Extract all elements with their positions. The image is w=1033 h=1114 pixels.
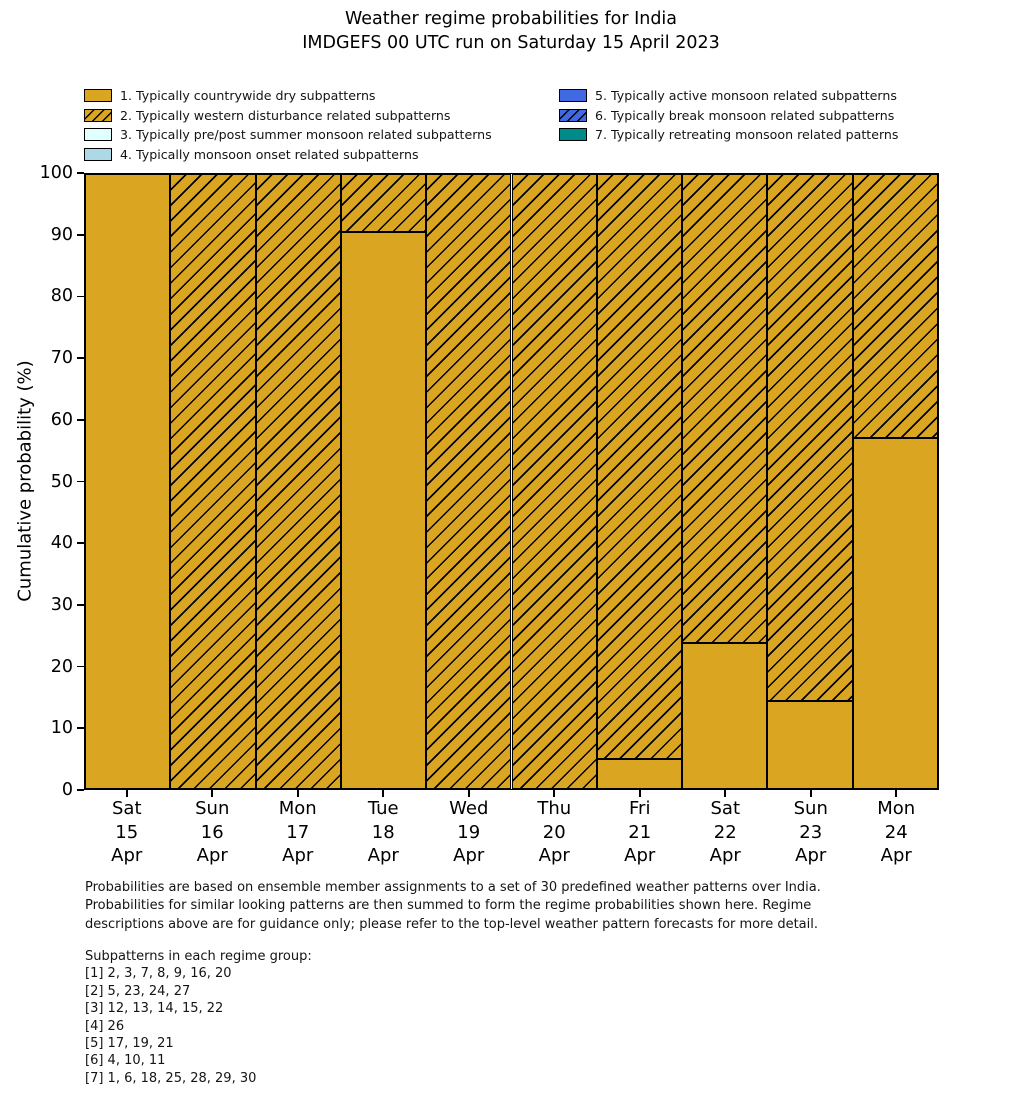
y-tick-label-90: 90 xyxy=(50,224,73,245)
chart-title-line2: IMDGEFS 00 UTC run on Saturday 15 April … xyxy=(302,33,720,53)
footer-note: Probabilities are based on ensemble memb… xyxy=(85,879,821,934)
bar-thu-20-apr-regime-2 xyxy=(511,174,597,789)
bar-mon-24-apr-regime-1 xyxy=(852,437,938,789)
y-tick-label-20: 20 xyxy=(50,656,73,677)
legend-item-2: 2. Typically western disturbance related… xyxy=(84,106,492,126)
bar-mon-24-apr-regime-2 xyxy=(852,174,938,438)
bar-tue-18-apr-regime-2 xyxy=(340,174,427,233)
y-tick-mark-50 xyxy=(77,480,84,483)
legend-item-7: 7. Typically retreating monsoon related … xyxy=(559,125,898,145)
bar-sun-16-apr-regime-2 xyxy=(170,174,256,789)
y-tick-label-10: 10 xyxy=(50,718,73,739)
legend-label-5: 5. Typically active monsoon related subp… xyxy=(595,88,897,104)
y-tick-label-80: 80 xyxy=(50,286,73,307)
footer-line-3: descriptions above are for guidance only… xyxy=(85,916,818,932)
x-tick-label-fri-21-apr: Fri 21 Apr xyxy=(624,798,656,866)
subpatterns-line-4: [4] 26 xyxy=(85,1018,125,1034)
legend-label-2: 2. Typically western disturbance related… xyxy=(120,107,451,123)
legend-label-7: 7. Typically retreating monsoon related … xyxy=(595,127,899,143)
bar-fri-21-apr-regime-1 xyxy=(596,759,683,789)
legend-label-1: 1. Typically countrywide dry subpatterns xyxy=(120,88,376,104)
y-tick-mark-80 xyxy=(77,295,84,298)
legend-swatch-6 xyxy=(559,108,587,122)
subpatterns-list: Subpatterns in each regime group: [1] 2,… xyxy=(85,948,312,1087)
bar-sat-22-apr-regime-2 xyxy=(682,174,768,643)
legend-swatch-5 xyxy=(559,89,587,103)
x-tick-label-thu-20-apr: Thu 20 Apr xyxy=(537,798,572,866)
y-tick-label-40: 40 xyxy=(50,533,73,554)
legend-swatch-1 xyxy=(84,89,112,103)
x-tick-mark-mon-24-apr xyxy=(895,790,898,797)
legend-item-1: 1. Typically countrywide dry subpatterns xyxy=(84,86,492,106)
x-tick-mark-sat-15-apr xyxy=(125,790,128,797)
legend-column-left: 1. Typically countrywide dry subpatterns… xyxy=(84,86,492,164)
bar-sun-23-apr-regime-1 xyxy=(767,701,853,789)
x-tick-mark-thu-20-apr xyxy=(553,790,556,797)
subpatterns-line-7: [7] 1, 6, 18, 25, 28, 29, 30 xyxy=(85,1070,257,1086)
footer-line-2: Probabilities for similar looking patter… xyxy=(85,898,812,914)
legend-swatch-3 xyxy=(84,128,112,142)
y-tick-mark-70 xyxy=(77,357,84,359)
y-tick-label-60: 60 xyxy=(50,409,73,430)
y-tick-label-50: 50 xyxy=(50,471,73,492)
subpatterns-heading: Subpatterns in each regime group: xyxy=(85,949,312,964)
x-tick-label-sat-22-apr: Sat 22 Apr xyxy=(709,798,741,866)
y-tick-label-0: 0 xyxy=(61,780,73,800)
legend-item-6: 6. Typically break monsoon related subpa… xyxy=(559,106,898,126)
legend-label-6: 6. Typically break monsoon related subpa… xyxy=(595,107,895,123)
x-tick-label-tue-18-apr: Tue 18 Apr xyxy=(367,798,399,866)
legend-label-3: 3. Typically pre/post summer monsoon rel… xyxy=(120,127,492,143)
bar-mon-17-apr-regime-2 xyxy=(255,174,341,789)
chart-title-line1: Weather regime probabilities for India xyxy=(344,9,678,29)
y-tick-mark-100 xyxy=(77,172,84,174)
subpatterns-line-3: [3] 12, 13, 14, 15, 22 xyxy=(85,1001,224,1017)
y-tick-mark-90 xyxy=(77,233,84,236)
bar-fri-21-apr-regime-2 xyxy=(596,174,683,760)
x-tick-label-wed-19-apr: Wed 19 Apr xyxy=(449,798,489,866)
bar-sat-15-apr-regime-1 xyxy=(85,174,171,789)
x-tick-mark-sat-22-apr xyxy=(724,790,727,797)
bar-wed-19-apr-regime-2 xyxy=(426,174,512,789)
x-tick-mark-sun-23-apr xyxy=(809,790,812,797)
x-tick-mark-sun-16-apr xyxy=(211,790,214,797)
y-tick-mark-20 xyxy=(77,665,84,668)
y-tick-label-100: 100 xyxy=(39,163,73,183)
footer-line-1: Probabilities are based on ensemble memb… xyxy=(85,880,821,895)
y-tick-mark-60 xyxy=(77,418,84,421)
legend-swatch-7 xyxy=(559,128,587,142)
legend-column-right: 5. Typically active monsoon related subp… xyxy=(559,86,898,145)
y-tick-mark-40 xyxy=(77,542,84,545)
bar-sat-22-apr-regime-1 xyxy=(682,642,768,789)
plot-area xyxy=(84,173,939,790)
y-tick-label-30: 30 xyxy=(50,594,73,615)
x-tick-mark-wed-19-apr xyxy=(467,790,470,797)
bar-sun-23-apr-regime-2 xyxy=(767,174,853,702)
y-tick-mark-30 xyxy=(77,604,84,606)
y-tick-mark-0 xyxy=(77,789,84,791)
x-tick-label-mon-17-apr: Mon 17 Apr xyxy=(278,798,317,866)
x-tick-label-sun-23-apr: Sun 23 Apr xyxy=(793,798,828,866)
y-tick-label-70: 70 xyxy=(50,348,73,369)
subpatterns-line-6: [6] 4, 10, 11 xyxy=(85,1053,166,1069)
legend-label-4: 4. Typically monsoon onset related subpa… xyxy=(120,147,419,163)
subpatterns-line-2: [2] 5, 23, 24, 27 xyxy=(85,983,191,999)
y-tick-mark-10 xyxy=(77,727,84,730)
legend-swatch-2 xyxy=(84,108,112,122)
x-tick-label-sat-15-apr: Sat 15 Apr xyxy=(111,798,143,866)
x-tick-mark-tue-18-apr xyxy=(382,790,385,797)
bar-tue-18-apr-regime-1 xyxy=(340,232,427,789)
subpatterns-line-1: [1] 2, 3, 7, 8, 9, 16, 20 xyxy=(85,966,232,982)
legend-swatch-4 xyxy=(84,148,112,162)
chart-title: Weather regime probabilities for India I… xyxy=(0,7,1022,55)
x-tick-mark-fri-21-apr xyxy=(638,790,641,797)
legend-item-5: 5. Typically active monsoon related subp… xyxy=(559,86,898,106)
legend-item-4: 4. Typically monsoon onset related subpa… xyxy=(84,145,492,165)
x-tick-mark-mon-17-apr xyxy=(296,790,299,797)
subpatterns-line-5: [5] 17, 19, 21 xyxy=(85,1036,174,1052)
legend-item-3: 3. Typically pre/post summer monsoon rel… xyxy=(84,125,492,145)
x-tick-label-mon-24-apr: Mon 24 Apr xyxy=(877,798,916,866)
x-tick-label-sun-16-apr: Sun 16 Apr xyxy=(195,798,230,866)
